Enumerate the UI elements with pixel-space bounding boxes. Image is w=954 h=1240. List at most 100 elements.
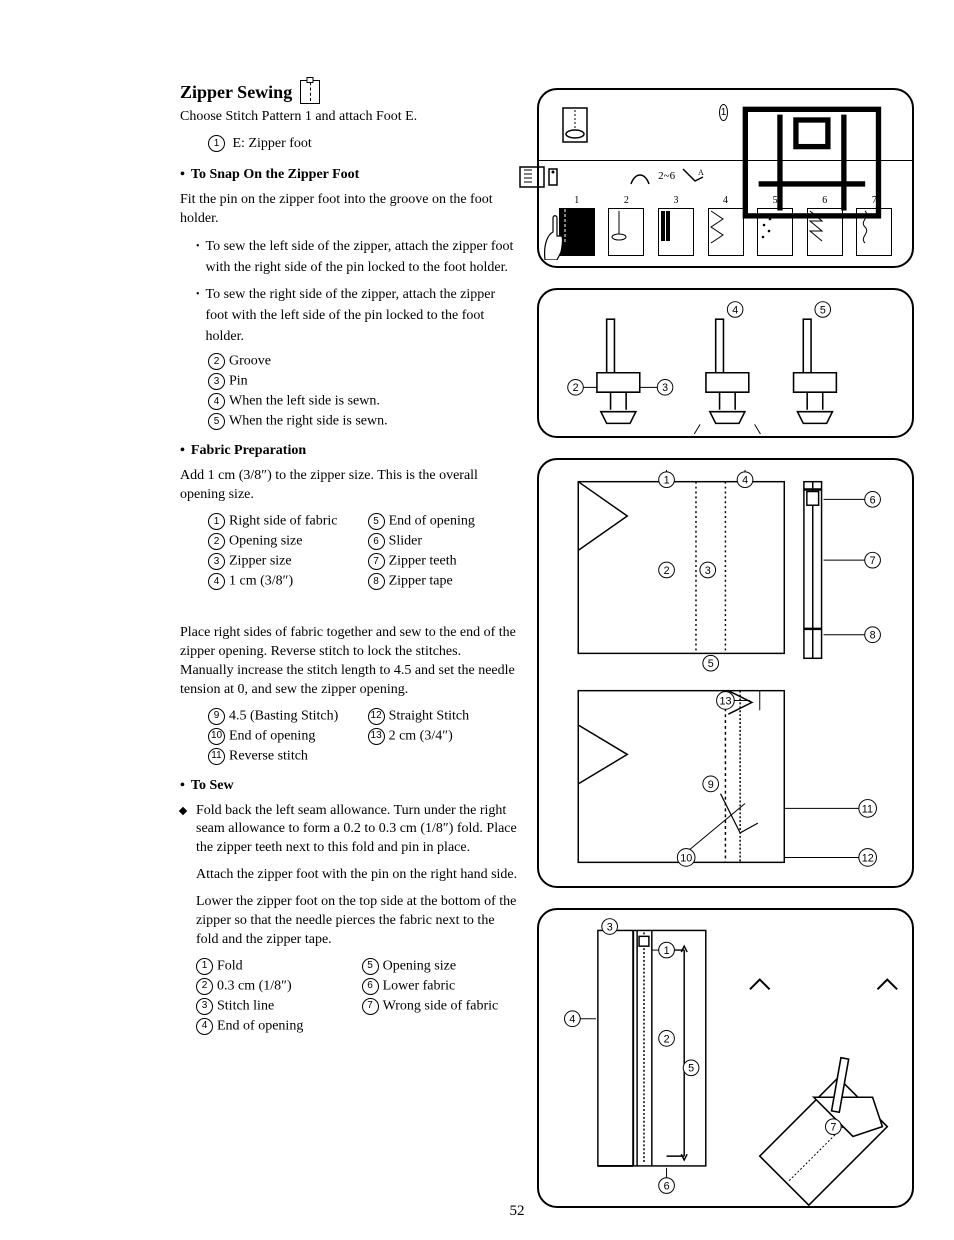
- svg-text:3: 3: [607, 921, 613, 933]
- legend-text: When the left side is sewn.: [229, 394, 380, 409]
- svg-text:5: 5: [688, 1063, 694, 1075]
- legend-text: End of opening: [229, 728, 315, 743]
- circled-number-icon: 4: [208, 393, 225, 410]
- legend-text: Slider: [389, 534, 422, 549]
- bullet-left-side: • To sew the left side of the zipper, at…: [180, 236, 517, 278]
- legend-item: 12Straight Stitch: [368, 708, 518, 725]
- legend-sewing-procedure: 94.5 (Basting Stitch) 12Straight Stitch …: [180, 708, 517, 765]
- svg-text:3: 3: [662, 382, 668, 394]
- legend-text: Stitch line: [217, 999, 274, 1014]
- foot-label-line: 1 E: Zipper foot: [180, 135, 517, 154]
- svg-text:5: 5: [708, 658, 714, 670]
- circled-number-icon: 6: [368, 533, 385, 550]
- svg-text:2: 2: [573, 382, 579, 394]
- diagram-zipper-layout: 1 4 6 7 8 2 3 5: [537, 458, 914, 888]
- legend-item: 6 Lower fabric: [362, 978, 518, 995]
- legend-item: 2 0.3 cm (1/8″): [196, 978, 352, 995]
- legend-item: 8 Zipper tape: [368, 573, 518, 590]
- svg-text:4: 4: [732, 304, 738, 316]
- legend-item: 2Opening size: [208, 533, 358, 550]
- circled-number-icon: 12: [368, 708, 385, 725]
- legend-item: 3 Stitch line: [196, 998, 352, 1015]
- legend-text: Opening size: [383, 959, 456, 974]
- legend-text: Fold: [217, 959, 243, 974]
- svg-text:6: 6: [664, 1180, 670, 1192]
- stitch-number: 7: [857, 195, 891, 206]
- legend-text: 1 cm (3/8″): [229, 574, 293, 589]
- zipper-icon: [300, 80, 320, 104]
- legend-item: 3Zipper size: [208, 553, 358, 570]
- circled-number-icon: 3: [196, 998, 213, 1015]
- circled-number-icon: 6: [362, 978, 379, 995]
- legend-text: Zipper teeth: [389, 554, 457, 569]
- legend-item: 10End of opening: [208, 728, 358, 745]
- circled-number-icon: 7: [368, 553, 385, 570]
- circled-number-icon: 3: [208, 373, 225, 390]
- legend-text: Pin: [229, 374, 248, 389]
- circled-number-icon: 9: [208, 708, 225, 725]
- legend-text: 4.5 (Basting Stitch): [229, 708, 338, 723]
- svg-text:2: 2: [664, 1033, 670, 1045]
- circled-number-icon: 2: [196, 978, 213, 995]
- svg-text:8: 8: [870, 630, 876, 642]
- legend-text: End of opening: [217, 1019, 303, 1034]
- legend-item: 13 2 cm (3/4″): [368, 728, 518, 745]
- pointer-hand-icon: [541, 212, 894, 260]
- subheading-snap-on: To Snap On the Zipper Foot: [180, 166, 517, 185]
- legend-fabric-prep: 1Right side of fabric 5End of opening 2O…: [180, 513, 517, 590]
- svg-text:4: 4: [742, 475, 748, 487]
- legend-snap-on: 2 Groove 3 Pin 4 When the left side is sewn…: [180, 353, 517, 430]
- circled-number-icon: 1: [208, 513, 225, 530]
- bullet-text: To sew the right side of the zipper, att…: [206, 284, 518, 347]
- svg-text:2: 2: [664, 565, 670, 577]
- stitch-number: 6: [808, 195, 842, 206]
- sewing-procedure-text: Place right sides of fabric together and…: [180, 624, 517, 700]
- svg-text:13: 13: [720, 695, 732, 707]
- diamond-marker-icon: [179, 806, 187, 814]
- section-title: Zipper Sewing: [180, 80, 517, 104]
- stitch-number: 5: [758, 195, 792, 206]
- svg-text:7: 7: [870, 555, 876, 567]
- legend-text: When the right side is sewn.: [229, 414, 388, 429]
- legend-item: 1 Fold: [196, 958, 352, 975]
- bullet-text: To sew the left side of the zipper, atta…: [206, 236, 518, 278]
- fabric-prep-text: Add 1 cm (3/8″) to the zipper size. This…: [180, 467, 517, 505]
- title-text: Zipper Sewing: [180, 82, 292, 103]
- circled-number-icon: 1: [719, 104, 728, 121]
- stitch-number: 2: [609, 195, 643, 206]
- legend-text: Opening size: [229, 534, 302, 549]
- legend-item: 5When the right side is sewn.: [208, 413, 517, 430]
- to-sew-content: Fold back the left seam allowance. Turn …: [196, 802, 517, 1035]
- svg-text:3: 3: [705, 565, 711, 577]
- legend-text: 0.3 cm (1/8″): [217, 979, 292, 994]
- legend-item: 5Opening size: [362, 958, 518, 975]
- circled-number-icon: 5: [368, 513, 385, 530]
- legend-item: 3 Pin: [208, 373, 517, 390]
- circled-number-icon: 13: [368, 728, 385, 745]
- circled-number-icon: 3: [208, 553, 225, 570]
- legend-item: 9 4.5 (Basting Stitch): [208, 708, 358, 725]
- svg-text:4: 4: [570, 1014, 576, 1026]
- text-column: Zipper Sewing Choose Stitch Pattern 1 an…: [40, 80, 517, 1220]
- circled-number-icon: 8: [368, 573, 385, 590]
- svg-text:6: 6: [870, 494, 876, 506]
- bullet-marker: •: [196, 284, 200, 347]
- legend-text: Lower fabric: [383, 979, 456, 994]
- legend-item: 41 cm (3/8″): [208, 573, 358, 590]
- circled-1-icon: 1: [208, 135, 225, 152]
- svg-text:9: 9: [708, 779, 714, 791]
- legend-item: 4 When the left side is sewn.: [208, 393, 517, 410]
- diagram-stitch-selector: 1 2~6 A 1 2 3: [537, 88, 914, 268]
- legend-text: 2 cm (3/4″): [389, 728, 453, 743]
- bullet-right-side: • To sew the right side of the zipper, a…: [180, 284, 517, 347]
- legend-text: Zipper tape: [389, 574, 453, 589]
- circled-number-icon: 2: [208, 353, 225, 370]
- svg-text:7: 7: [831, 1122, 837, 1134]
- diagram-column: 1 2~6 A 1 2 3: [537, 80, 914, 1220]
- legend-item: 7 Zipper teeth: [368, 553, 518, 570]
- circled-number-icon: 1: [196, 958, 213, 975]
- legend-item: 4End of opening: [196, 1018, 352, 1035]
- legend-text: Wrong side of fabric: [383, 999, 499, 1014]
- diagram-foot-positions: 4 5 2 3: [537, 288, 914, 438]
- legend-text: Groove: [229, 354, 271, 369]
